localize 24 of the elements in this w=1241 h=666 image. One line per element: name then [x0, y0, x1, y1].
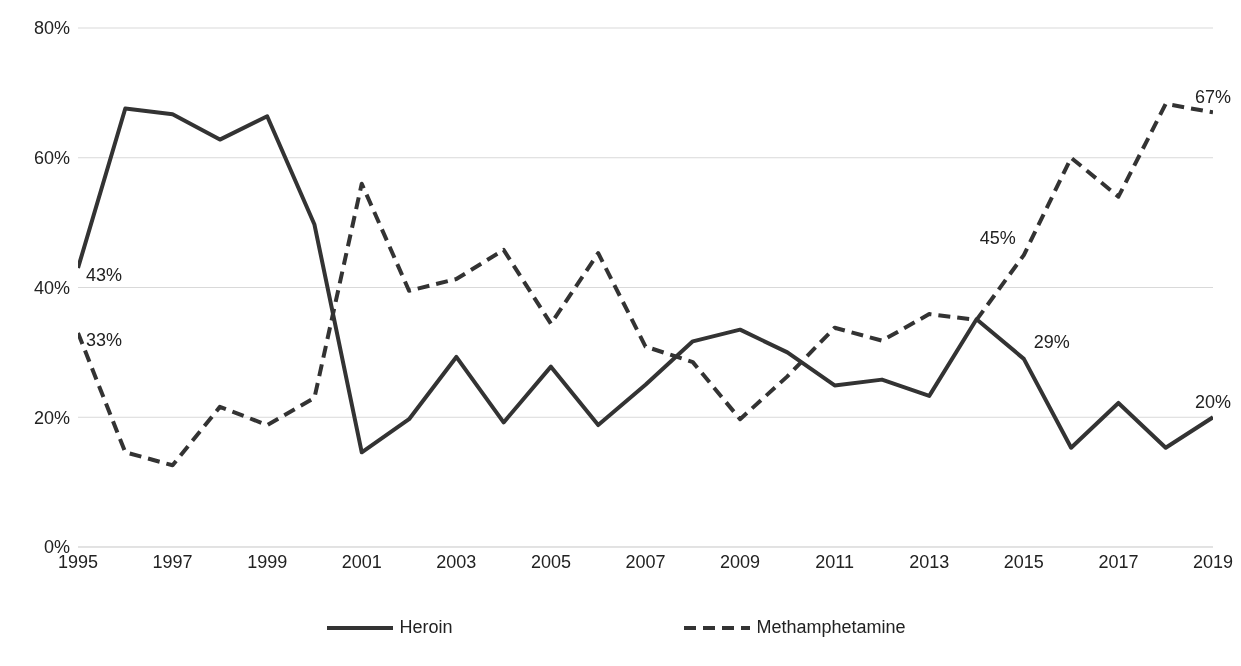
x-tick-label: 2015 [1003, 551, 1044, 572]
data-label: 45% [979, 227, 1016, 248]
x-tick-label: 2013 [909, 551, 950, 572]
legend-label: Heroin [399, 617, 453, 638]
x-tick-label: 2011 [815, 551, 855, 572]
data-label: 20% [1194, 392, 1232, 412]
y-tick-label: 60% [33, 148, 70, 169]
x-tick-label: 1999 [247, 551, 288, 572]
data-label: 43% [86, 264, 123, 285]
x-tick-label: 2009 [720, 551, 761, 572]
x-tick-label: 2005 [530, 551, 571, 572]
data-label: 29% [1033, 331, 1070, 352]
y-tick-label: 20% [33, 407, 70, 428]
y-tick-label: 40% [33, 277, 70, 298]
x-tick-label: 2019 [1192, 551, 1234, 572]
legend-label: Methamphetamine [756, 617, 906, 638]
data-label: 33% [86, 329, 123, 350]
x-tick-label: 2003 [436, 551, 477, 572]
x-tick-label: 2017 [1098, 551, 1139, 572]
x-tick-label: 2007 [625, 551, 666, 572]
x-tick-label: 1997 [152, 551, 193, 572]
x-tick-label: 2001 [341, 551, 382, 572]
y-tick-label: 80% [33, 18, 70, 39]
data-label: 67% [1194, 87, 1232, 108]
